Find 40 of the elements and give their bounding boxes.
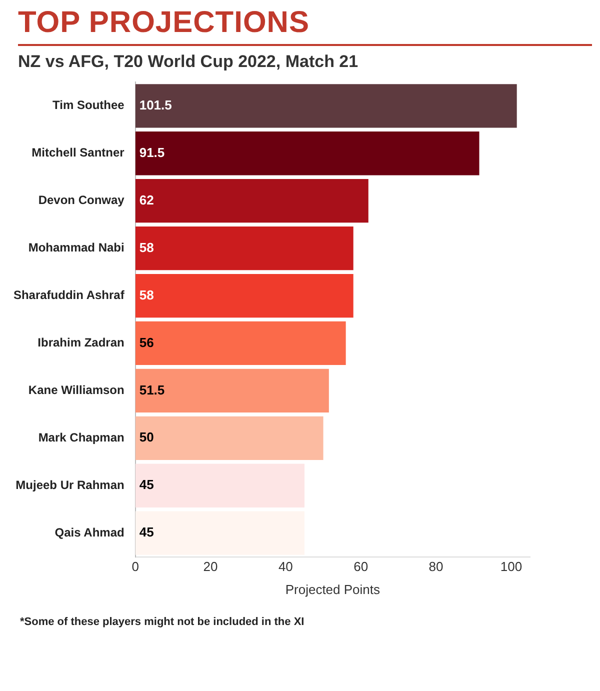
bar — [135, 179, 368, 223]
data-label: 45 — [139, 524, 154, 540]
bar — [135, 274, 354, 318]
x-axis-title: Projected Points — [285, 582, 380, 597]
y-tick-label: Tim Southee — [52, 98, 125, 112]
x-tick-label: 60 — [354, 559, 368, 574]
data-label: 51.5 — [139, 382, 165, 398]
y-tick-label: Sharafuddin Ashraf — [13, 288, 126, 302]
data-label: 91.5 — [139, 144, 165, 160]
data-label: 101.5 — [139, 98, 172, 113]
bar — [135, 84, 517, 128]
y-tick-label: Qais Ahmad — [54, 525, 124, 540]
x-tick-label: 80 — [428, 559, 444, 574]
bar — [135, 464, 304, 508]
y-tick-label: Devon Conway — [38, 193, 125, 208]
x-tick-label: 0 — [132, 559, 139, 574]
y-tick-label: Mitchell Santner — [32, 146, 125, 160]
x-tick-label: 20 — [203, 559, 218, 574]
bar — [135, 368, 329, 413]
chart-title: TOP PROJECTIONS — [18, 6, 310, 40]
bar — [135, 321, 346, 366]
data-label: 58 — [139, 287, 154, 302]
data-label: 50 — [139, 430, 154, 445]
x-tick-label: 40 — [278, 559, 293, 574]
bar — [135, 132, 480, 176]
data-label: 56 — [139, 334, 154, 350]
y-tick-label: Mohammad Nabi — [28, 240, 124, 255]
y-tick-label: Ibrahim Zadran — [38, 336, 124, 350]
x-tick-label: 100 — [500, 559, 522, 574]
y-tick-label: Kane Williamson — [28, 383, 124, 398]
bar — [135, 416, 324, 460]
y-tick-label: Mark Chapman — [38, 430, 124, 444]
data-label: 45 — [139, 477, 154, 492]
bar — [135, 511, 304, 555]
text: *Some of these players might not be included in the XI — [20, 616, 306, 628]
bar — [135, 226, 354, 270]
data-label: 58 — [139, 240, 154, 255]
data-label: 62 — [139, 192, 154, 208]
chart-subtitle: NZ vs AFG, T20 World Cup 2022, Match 21 — [18, 52, 360, 72]
y-tick-label: Mujeeb Ur Rahman — [16, 478, 124, 492]
